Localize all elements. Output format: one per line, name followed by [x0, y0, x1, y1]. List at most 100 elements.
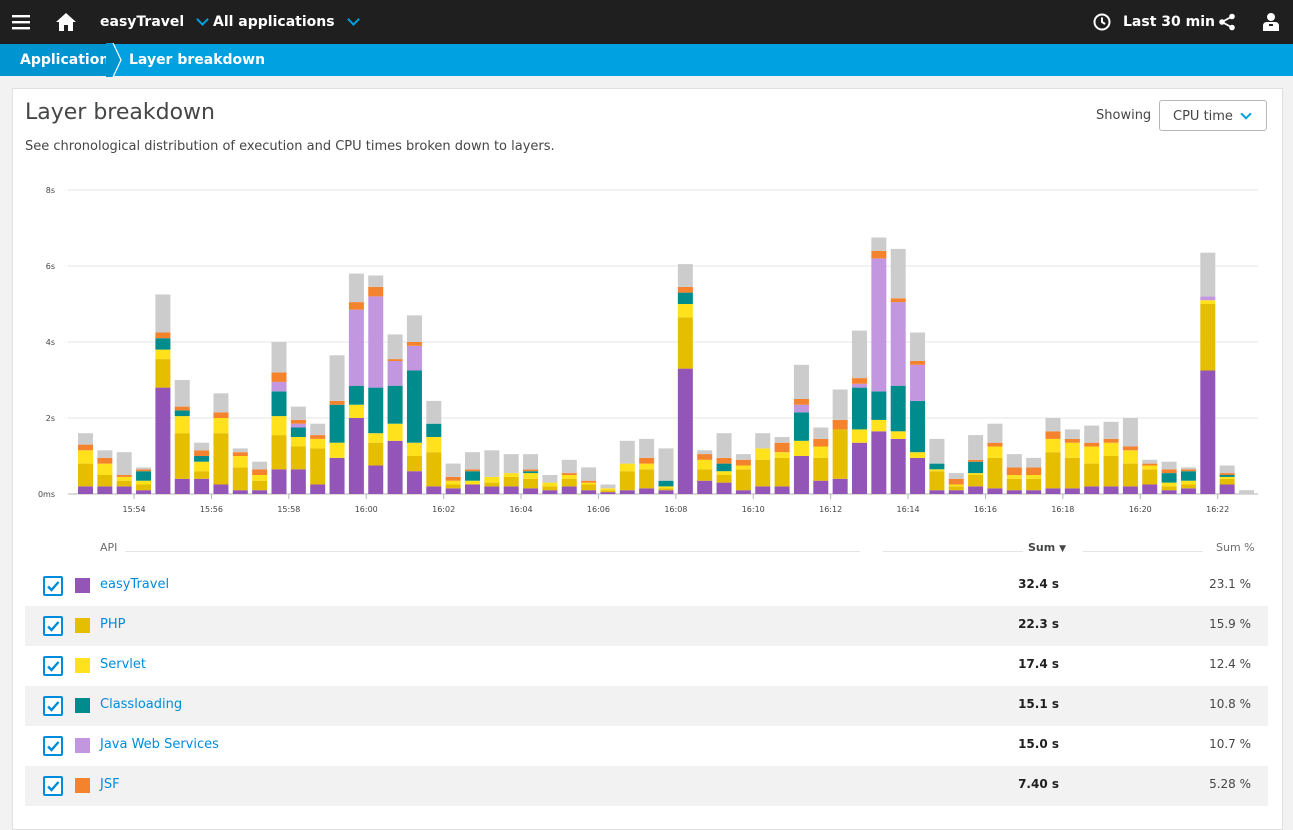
bar-segment-php: [1219, 478, 1235, 485]
api-name-link[interactable]: easyTravel: [100, 577, 170, 592]
bar-segment-other: [600, 484, 616, 489]
bar-segment-easytravel: [735, 490, 751, 494]
table-row[interactable]: Java Web Services 15.0 s 10.7 %: [25, 726, 1268, 766]
application-filter-selector[interactable]: All applications: [213, 0, 360, 44]
column-header-sum[interactable]: Sum ▼: [1028, 541, 1066, 554]
bar-segment-easytravel: [271, 469, 287, 494]
table-row[interactable]: easyTravel 32.4 s 23.1 %: [25, 566, 1268, 606]
bar-segment-php: [116, 480, 132, 487]
bar-segment-other: [987, 423, 1003, 443]
bar-segment-jsf: [387, 359, 403, 361]
bar-segment-easytravel: [523, 488, 539, 494]
bar-segment-servlet: [213, 418, 229, 434]
bar-segment-other: [213, 393, 229, 413]
bar-segment-other: [523, 454, 539, 470]
api-name-link[interactable]: JSF: [100, 777, 120, 792]
metric-select[interactable]: CPU time: [1159, 100, 1267, 131]
bar-segment-other: [793, 364, 809, 399]
bar-segment-other: [1200, 252, 1216, 297]
api-name-link[interactable]: PHP: [100, 617, 126, 632]
row-checkbox[interactable]: [43, 656, 63, 676]
api-name-link[interactable]: Java Web Services: [100, 737, 219, 752]
breadcrumb-applications[interactable]: Applications: [0, 44, 118, 76]
table-row[interactable]: JSF 7.40 s 5.28 %: [25, 766, 1268, 806]
bar-segment-easytravel: [542, 490, 558, 494]
timeframe-selector[interactable]: Last 30 min: [1093, 0, 1215, 44]
app-selector[interactable]: easyTravel: [100, 0, 210, 44]
bar-segment-php: [755, 459, 771, 487]
bar-segment-easytravel: [619, 490, 635, 494]
series-color-swatch: [75, 618, 90, 633]
bar-segment-other: [716, 433, 732, 458]
bar-segment-php: [1103, 456, 1119, 487]
bar-segment-other: [387, 334, 403, 360]
user-icon[interactable]: [1263, 0, 1279, 44]
bar-segment-php: [716, 475, 732, 483]
bar-segment-php: [368, 442, 384, 466]
bar-segment-other: [116, 452, 132, 475]
table-row[interactable]: Classloading 15.1 s 10.8 %: [25, 686, 1268, 726]
share-icon[interactable]: [1218, 0, 1236, 44]
layer-breakdown-chart: 0ms 2s 4s 6s 8s 15:54 15:56 15:58 16:00 16:02 16:0…: [38, 186, 1258, 514]
breadcrumb-separator-icon: [106, 43, 122, 77]
bar-segment-other: [1103, 421, 1119, 439]
bar-segment-php: [1006, 478, 1022, 491]
bar-segment-classloading: [271, 391, 287, 417]
bar-segment-servlet: [387, 423, 403, 441]
breadcrumb-layer-breakdown: Layer breakdown: [129, 52, 266, 68]
table-row[interactable]: Servlet 17.4 s 12.4 %: [25, 646, 1268, 686]
home-icon[interactable]: [55, 0, 77, 44]
bar-segment-easytravel: [1200, 370, 1216, 494]
bar-segment-easytravel: [329, 457, 345, 494]
column-header-sum-percent[interactable]: Sum %: [1216, 541, 1255, 554]
x-tick-label: 16:20: [1129, 505, 1152, 514]
bar-segment-other: [910, 332, 926, 361]
bar-segment-php: [697, 469, 713, 481]
sum-value: 32.4 s: [1018, 577, 1059, 591]
bar-segment-easytravel: [136, 490, 152, 494]
clock-icon: [1093, 13, 1111, 31]
bar-segment-other: [445, 463, 461, 477]
menu-icon[interactable]: [12, 0, 30, 44]
bar-segment-java-web-services: [271, 381, 287, 392]
bar-segment-jsf: [232, 452, 248, 456]
bar-segment-servlet: [232, 456, 248, 468]
x-tick-label: 16:10: [742, 505, 765, 514]
bar-segment-easytravel: [445, 488, 461, 494]
row-checkbox[interactable]: [43, 696, 63, 716]
bar-segment-php: [232, 467, 248, 491]
sum-value: 15.1 s: [1018, 697, 1059, 711]
table-row[interactable]: PHP 22.3 s 15.9 %: [25, 606, 1268, 646]
bar-segment-servlet: [116, 476, 132, 481]
bar-segment-jsf: [290, 419, 306, 424]
row-checkbox[interactable]: [43, 736, 63, 756]
bar-segment-classloading: [387, 385, 403, 424]
bar-segment-servlet: [658, 486, 674, 489]
checkmark-icon: [47, 581, 60, 592]
row-checkbox[interactable]: [43, 776, 63, 796]
api-name-link[interactable]: Servlet: [100, 657, 146, 672]
app-selector-label: easyTravel: [100, 14, 185, 30]
y-tick-label: 6s: [46, 262, 55, 271]
bar-segment-servlet: [310, 438, 326, 449]
column-header-api[interactable]: API: [100, 541, 118, 554]
bar-segment-php: [948, 486, 964, 491]
bar-segment-other: [252, 461, 268, 470]
bar-segment-servlet: [290, 437, 306, 447]
api-name-link[interactable]: Classloading: [100, 697, 183, 712]
bar-segment-easytravel: [252, 490, 268, 494]
bar-segment-servlet: [1026, 475, 1042, 479]
sum-value: 17.4 s: [1018, 657, 1059, 671]
bar-segment-php: [1064, 457, 1080, 489]
page-title: Layer breakdown: [25, 100, 215, 125]
bar-segment-other: [368, 275, 384, 287]
bar-segment-other: [1142, 459, 1158, 464]
bar-segment-classloading: [155, 338, 171, 350]
bar-segment-jsf: [813, 438, 829, 447]
bar-segment-easytravel: [697, 480, 713, 494]
sum-value: 22.3 s: [1018, 617, 1059, 631]
row-checkbox[interactable]: [43, 616, 63, 636]
sum-percent-value: 10.7 %: [1209, 737, 1251, 751]
row-checkbox[interactable]: [43, 576, 63, 596]
bar-segment-java-web-services: [387, 361, 403, 386]
